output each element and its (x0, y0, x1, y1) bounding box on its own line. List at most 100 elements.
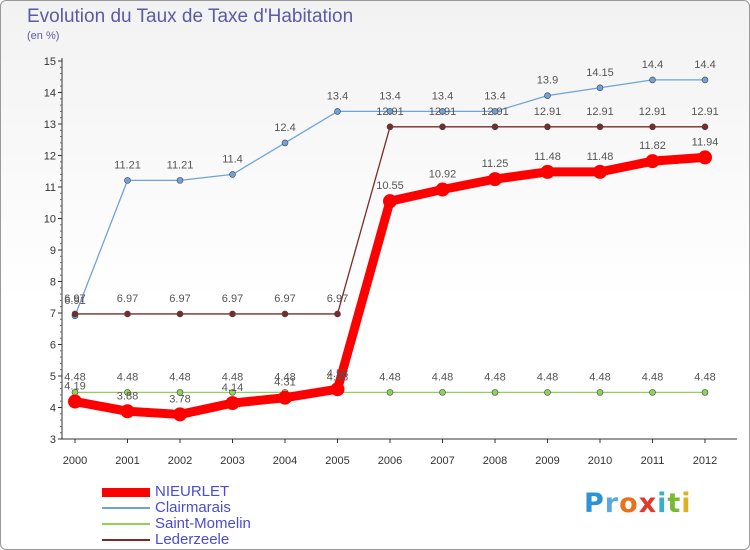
data-label-saint-momelin: 4.48 (432, 371, 453, 383)
data-point-nieurlet (645, 154, 660, 169)
data-label-lederzeele: 6.97 (222, 293, 243, 305)
data-point-lederzeele (649, 123, 656, 131)
data-point-nieurlet (120, 404, 135, 419)
x-tick-label: 2001 (115, 455, 139, 467)
y-tick-label: 11 (45, 182, 56, 194)
legend: NIEURLET Clairmarais Saint-Momelin Lederzee… (102, 484, 251, 548)
x-tick-label: 2005 (325, 455, 349, 467)
data-point-clairmarais (386, 108, 394, 115)
data-point-clairmarais (491, 108, 499, 115)
data-label-nieurlet: 4.58 (327, 368, 348, 380)
data-label-lederzeele: 12.91 (639, 106, 667, 118)
legend-item-saint-momelin: Saint-Momelin (102, 516, 251, 532)
legend-item-nieurlet: NIEURLET (102, 484, 251, 500)
y-tick-label: 14 (44, 88, 56, 100)
data-point-clairmarais (439, 108, 446, 115)
data-point-saint-momelin (544, 389, 551, 396)
x-tick-label: 2002 (168, 455, 192, 467)
data-label-clairmarais: 6.91 (64, 295, 85, 307)
x-tick-label: 2000 (63, 455, 87, 467)
data-point-lederzeele (124, 310, 131, 318)
data-point-clairmarais (176, 177, 184, 184)
data-labels: 4.19 3.88 3.78 4.14 4.31 4.58 10.55 10.92 11.25 1… (64, 59, 718, 406)
series-lines (68, 76, 712, 422)
x-tick-label: 2009 (535, 455, 559, 467)
data-label-saint-momelin: 4.48 (117, 371, 138, 383)
line-chart: 3 4 5 6 7 8 9 10 11 12 13 14 15 2000 2001 2002 2003 2004 2… (44, 56, 737, 467)
data-label-clairmarais: 12.4 (274, 122, 295, 134)
y-tick-label: 3 (50, 434, 56, 446)
data-label-saint-momelin: 4.48 (327, 371, 348, 383)
y-tick-label: 7 (50, 308, 56, 320)
data-point-clairmarais (544, 92, 551, 99)
legend-item-lederzeele: Lederzeele (102, 532, 251, 548)
data-point-nieurlet (278, 390, 292, 405)
data-label-saint-momelin: 4.48 (379, 371, 400, 383)
data-point-saint-momelin (124, 389, 131, 396)
data-label-nieurlet: 10.55 (376, 180, 404, 192)
y-tick-label: 4 (50, 403, 56, 415)
data-label-saint-momelin: 4.48 (537, 371, 558, 383)
data-point-saint-momelin (176, 389, 184, 396)
proxiti-logo: Proxiti (584, 488, 692, 519)
legend-label-saint-momelin: Saint-Momelin (155, 515, 251, 532)
data-point-clairmarais (596, 84, 604, 92)
y-tick-label: 13 (44, 119, 56, 131)
data-label-clairmarais: 11.21 (114, 159, 141, 171)
legend-label-lederzeele: Lederzeele (155, 531, 230, 548)
data-label-clairmarais: 13.4 (484, 90, 505, 102)
data-label-lederzeele: 6.97 (117, 293, 138, 305)
data-label-lederzeele: 12.91 (481, 106, 509, 118)
logo-letter: r (604, 488, 620, 519)
data-label-nieurlet: 3.88 (117, 390, 138, 402)
data-point-nieurlet (330, 382, 345, 397)
legend-label-clairmarais: Clairmarais (155, 499, 231, 516)
data-point-lederzeele (701, 123, 709, 131)
logo-letter: t (667, 488, 682, 519)
data-point-nieurlet (435, 182, 450, 197)
x-tick-label: 2012 (693, 455, 717, 467)
data-point-nieurlet (225, 396, 240, 411)
data-point-nieurlet (698, 150, 712, 165)
data-point-nieurlet (488, 172, 502, 187)
x-tick-label: 2008 (483, 455, 507, 467)
data-point-saint-momelin (439, 389, 446, 396)
y-tick-label: 8 (50, 277, 56, 289)
data-label-saint-momelin: 4.48 (64, 371, 85, 383)
data-point-lederzeele (71, 310, 79, 318)
legend-swatch-clairmarais (102, 507, 150, 509)
data-point-nieurlet (383, 194, 397, 209)
x-tick-label: 2006 (378, 455, 402, 467)
data-label-saint-momelin: 4.48 (484, 371, 505, 383)
data-label-lederzeele: 6.97 (327, 293, 348, 305)
data-label-clairmarais: 13.4 (327, 90, 348, 102)
data-label-nieurlet: 11.48 (587, 151, 614, 163)
x-tick-label: 2011 (641, 455, 665, 467)
data-label-nieurlet: 11.48 (534, 151, 561, 163)
chart-title: Evolution du Taux de Taxe d'Habitation (27, 6, 354, 27)
data-label-clairmarais: 14.4 (694, 59, 715, 71)
data-label-clairmarais: 13.9 (537, 75, 558, 87)
data-point-clairmarais (334, 108, 341, 115)
y-tick-label: 9 (50, 245, 56, 257)
data-label-saint-momelin: 4.48 (274, 371, 295, 383)
data-label-clairmarais: 11.21 (167, 159, 194, 171)
data-label-lederzeele: 6.97 (169, 293, 190, 305)
logo-letter: x (638, 488, 658, 519)
x-tick-label: 2004 (273, 455, 297, 467)
axes: 3 4 5 6 7 8 9 10 11 12 13 14 15 2000 2001 2002 2003 2004 2… (44, 56, 737, 467)
data-label-nieurlet: 10.92 (429, 169, 457, 181)
data-label-clairmarais: 13.4 (379, 90, 400, 102)
data-label-nieurlet: 11.94 (692, 136, 719, 148)
y-tick-label: 10 (44, 214, 56, 226)
data-point-saint-momelin (701, 389, 709, 396)
data-label-saint-momelin: 4.48 (589, 371, 610, 383)
data-label-clairmarais: 11.4 (222, 153, 243, 165)
legend-swatch-saint-momelin (102, 523, 150, 525)
logo-letter: i (681, 488, 692, 519)
data-point-clairmarais (124, 177, 131, 184)
data-point-lederzeele (386, 123, 394, 131)
data-point-clairmarais (229, 171, 236, 178)
data-label-nieurlet: 11.25 (482, 158, 509, 170)
